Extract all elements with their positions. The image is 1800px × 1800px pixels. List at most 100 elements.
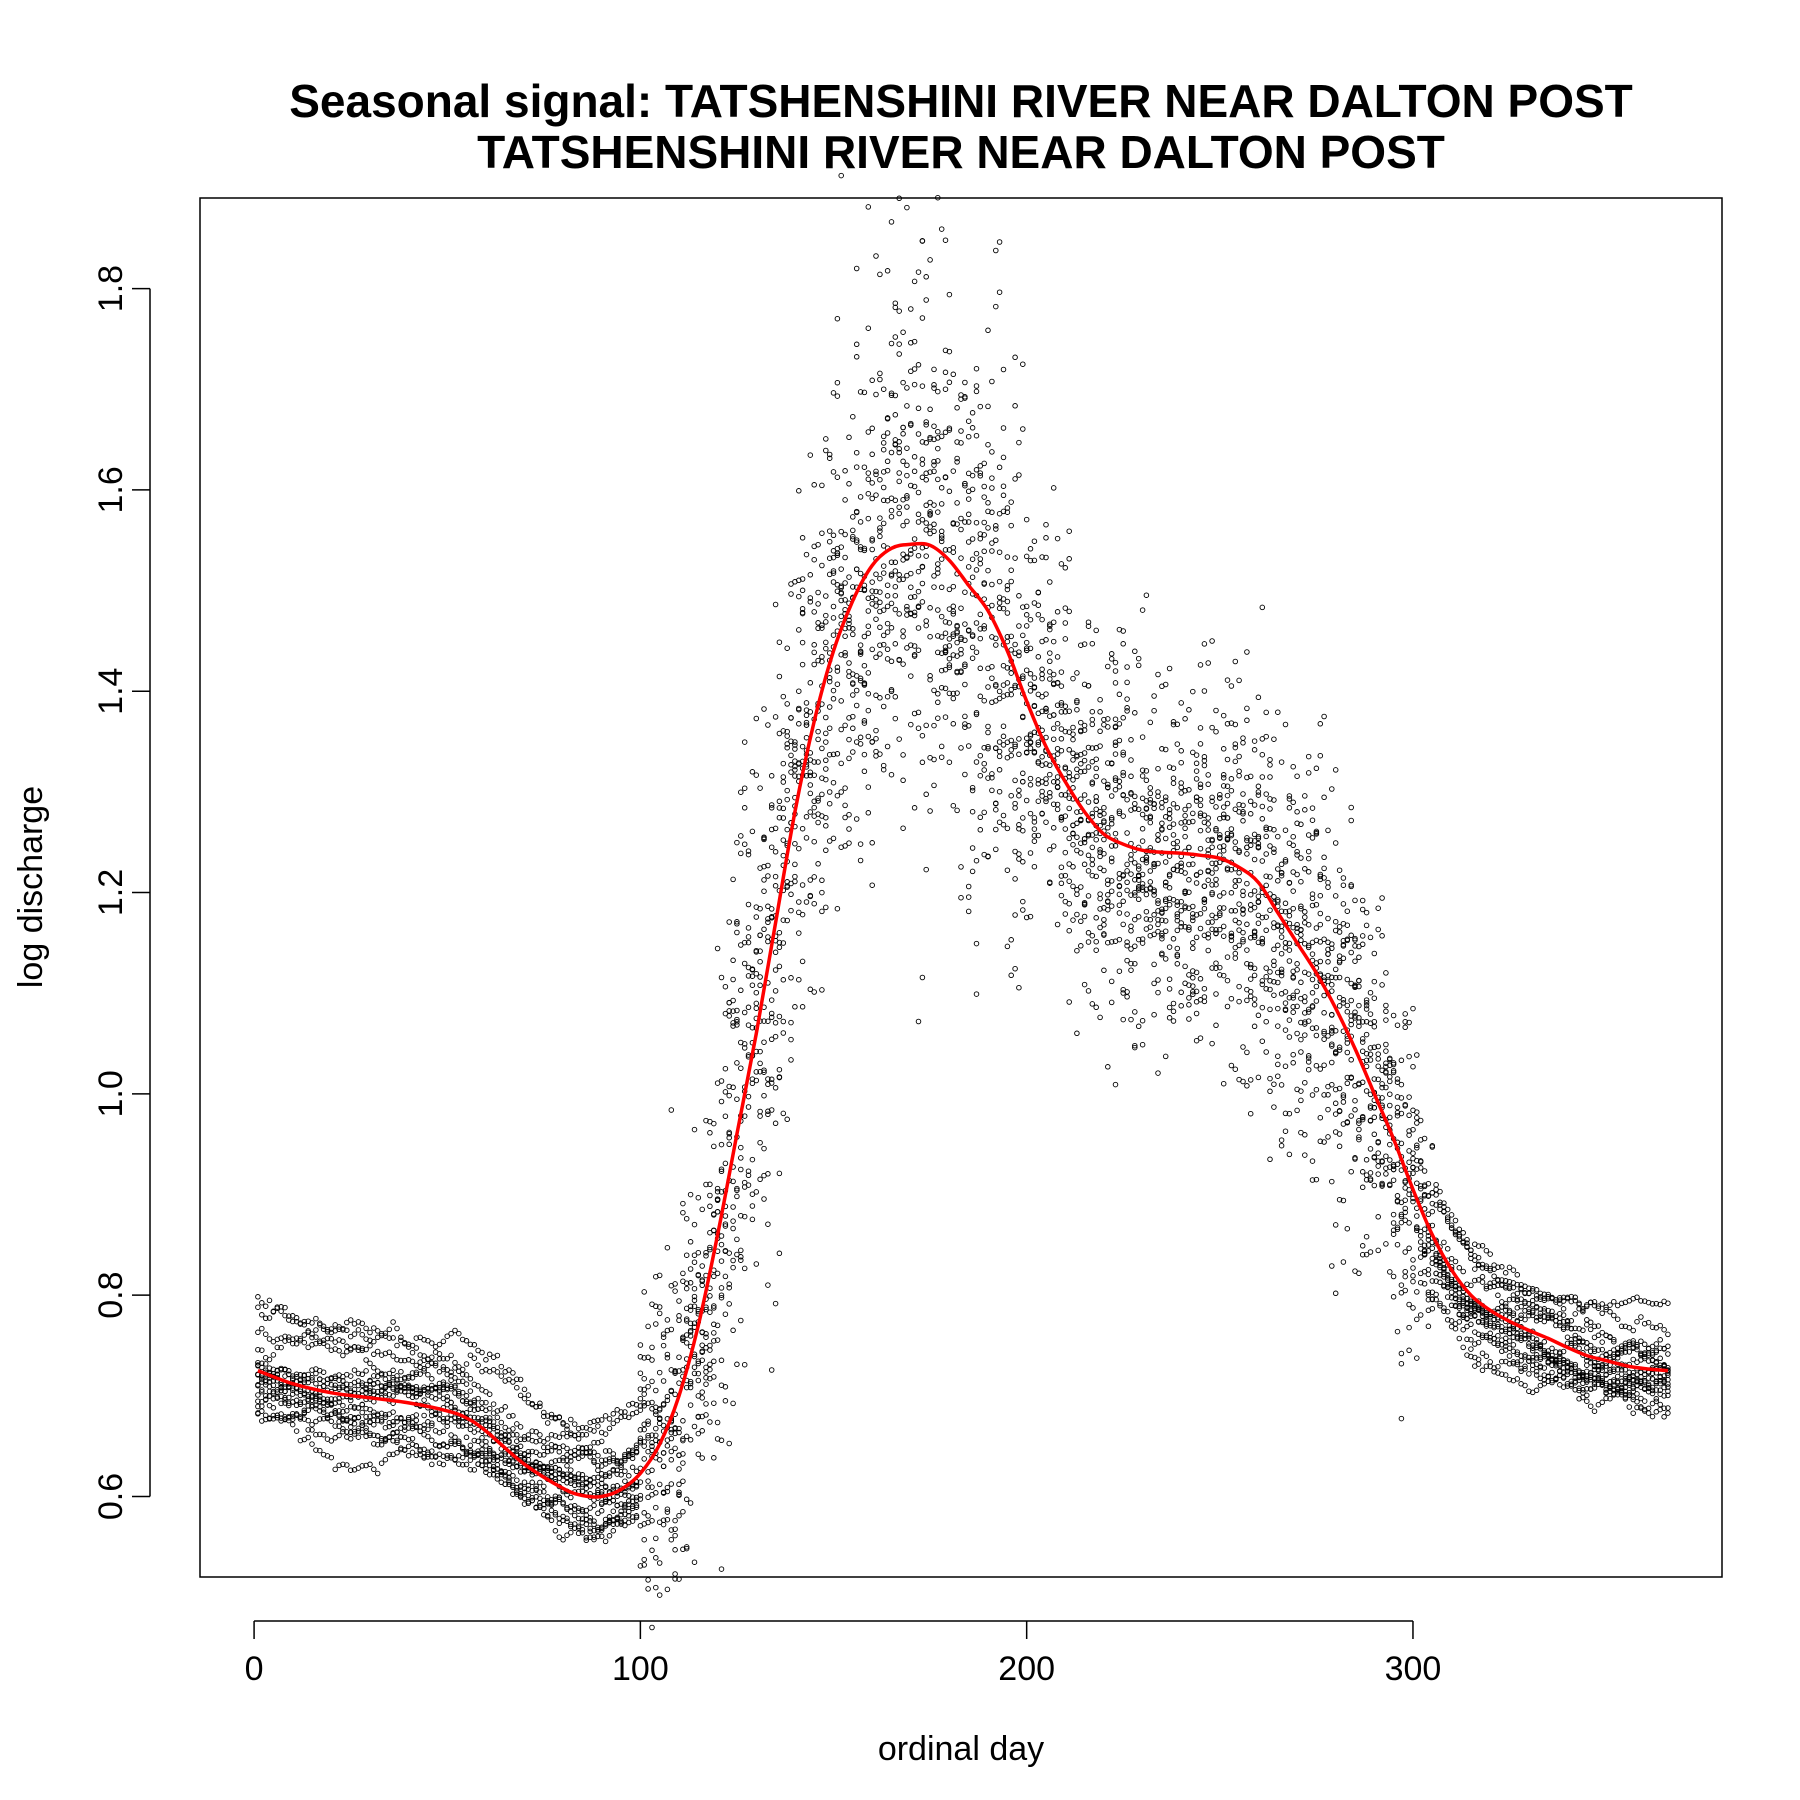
data-point [587,1454,593,1460]
data-point [730,1257,736,1264]
data-point [1564,1319,1571,1325]
data-point [1220,772,1227,778]
data-point [911,643,918,649]
data-point [459,1419,466,1426]
data-point [1599,1399,1605,1406]
data-point [884,656,891,662]
data-point [641,1355,647,1361]
data-point [865,595,872,602]
data-point [718,1294,725,1301]
data-point [946,620,953,626]
data-point [262,1331,269,1337]
data-point [533,1438,539,1445]
data-point [456,1330,462,1337]
data-point [826,789,833,795]
data-point [278,1400,284,1407]
data-point [1201,883,1208,889]
data-point [1070,724,1076,731]
data-point [869,579,875,585]
data-point [498,1430,505,1436]
data-point [1645,1358,1652,1364]
data-point [1611,1312,1617,1319]
data-point [1325,879,1331,886]
data-point [911,454,918,460]
data-point [927,633,933,640]
data-point [598,1438,605,1445]
data-point [1012,555,1018,561]
data-point [610,1455,617,1461]
data-point [564,1457,570,1464]
data-point [931,462,937,468]
data-point [645,1494,651,1501]
data-point [517,1494,524,1500]
data-point [834,379,841,386]
data-point [1000,596,1007,602]
data-point [1004,825,1011,832]
data-point [1595,1305,1602,1311]
data-point [1491,1273,1497,1279]
data-point [568,1430,574,1436]
data-point [1479,1279,1486,1285]
data-point [1305,1055,1312,1061]
data-point [676,1466,682,1472]
data-point [448,1399,454,1406]
data-point [610,1528,617,1534]
data-point [1008,647,1014,653]
data-point [707,1244,713,1251]
data-point [262,1361,269,1367]
data-point [1275,866,1281,872]
data-point [1255,835,1262,842]
data-point [1321,794,1327,801]
data-point [1584,1379,1590,1385]
data-point [1209,926,1215,932]
data-point [1317,939,1324,945]
data-point [869,425,875,432]
data-point [622,1504,628,1511]
data-point [1425,1271,1432,1278]
data-point [1162,859,1169,865]
data-point [741,841,748,847]
data-point [1359,906,1366,913]
data-point [1108,978,1115,985]
data-point [1085,744,1092,751]
data-point [1000,812,1007,819]
data-point [579,1476,586,1482]
data-point [1240,818,1246,824]
data-point [981,760,987,767]
data-point [718,1292,725,1298]
data-point [1336,959,1343,966]
data-point [1101,836,1107,843]
data-point [1050,725,1057,732]
data-point [436,1416,443,1423]
data-point [1205,660,1211,666]
data-point [525,1448,532,1455]
data-point [440,1461,447,1468]
data-point [1174,945,1181,952]
data-point [873,471,879,478]
data-point [1217,815,1223,822]
data-point [703,1401,709,1407]
data-point [1263,833,1269,840]
data-point [1363,909,1370,916]
data-point [1240,907,1246,913]
data-point [1031,557,1038,564]
data-point [1302,1079,1308,1086]
data-point [1193,760,1200,767]
data-point [1317,752,1324,759]
data-point [1240,936,1246,943]
data-point [969,425,976,431]
data-point [660,1517,667,1523]
data-point [598,1480,605,1487]
data-point [1529,1366,1536,1373]
data-point [1317,1066,1324,1072]
data-point [1162,882,1169,889]
data-point [1325,1106,1331,1113]
data-point [1008,972,1014,979]
data-point [853,566,860,573]
data-point [1066,805,1072,812]
data-point [1213,826,1219,832]
data-point [467,1466,474,1473]
data-point [401,1357,408,1364]
data-point [1472,1307,1478,1313]
data-point [1020,770,1026,777]
